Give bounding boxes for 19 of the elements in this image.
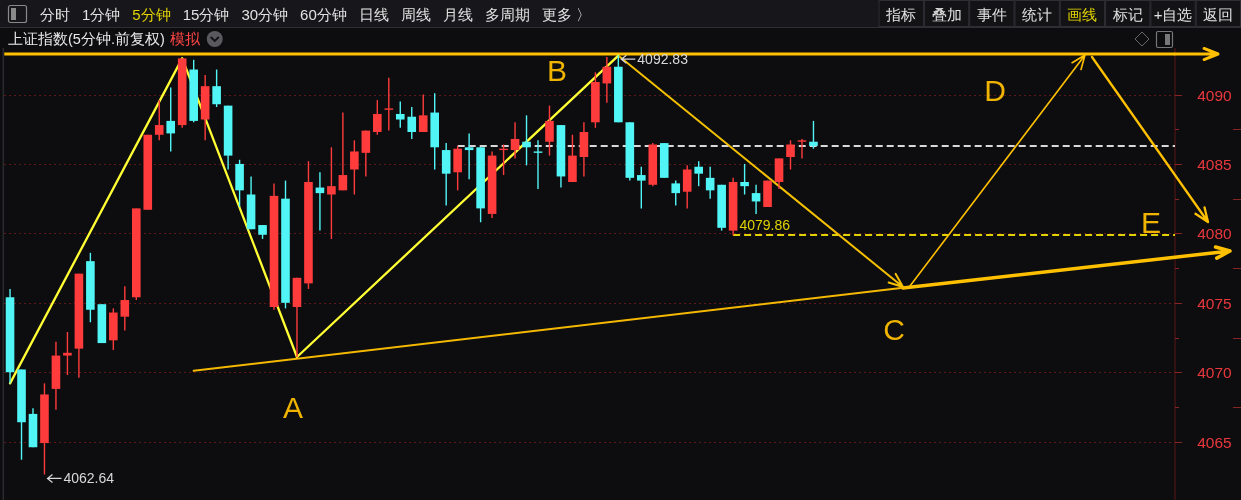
price-note: 4092.83 (620, 51, 688, 68)
annotation: D (984, 74, 1006, 107)
y-tick-label: 4075 (1197, 295, 1232, 312)
y-tick-label: 4080 (1197, 225, 1233, 242)
annotation: E (1140, 206, 1162, 239)
toolbar: 分时 1分钟 5分钟 15分钟 30分钟 60分钟 日线 周线 月线 多周期 更多 〉 指标 叠加 事件 统计 画线 标记 +自选 返回 (0, 0, 1241, 28)
ref-line-label: 4079.86 (739, 217, 791, 233)
y-tick-label: 4065 (1197, 434, 1232, 451)
annotation: A (282, 391, 304, 424)
price-note: 4062.64 (46, 470, 115, 487)
y-tick-label: 4090 (1197, 87, 1233, 104)
y-tick-label: 4085 (1197, 156, 1232, 173)
annotation: 4092.83 (637, 51, 689, 68)
y-tick-label: 4070 (1197, 364, 1233, 381)
chart-subtitle: 模拟 (169, 30, 201, 47)
annotation: 4062.64 (63, 470, 115, 487)
annotation: C (883, 313, 905, 346)
chart-title: 上证指数(5分钟.前复权) (8, 31, 165, 47)
annotation: B (546, 54, 568, 87)
